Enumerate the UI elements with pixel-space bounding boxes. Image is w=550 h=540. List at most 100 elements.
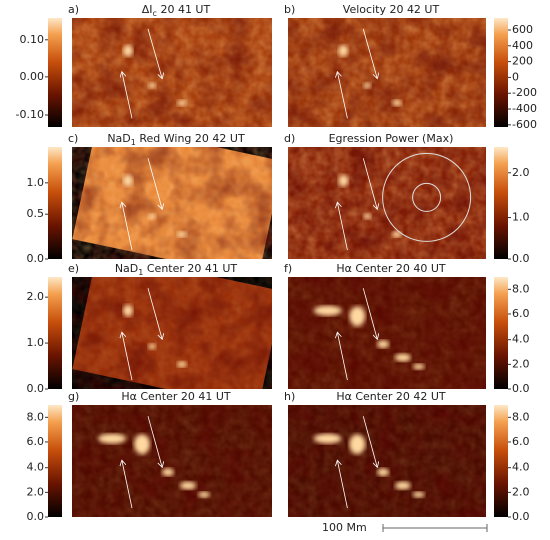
feature [395,354,411,362]
feature [180,482,196,490]
panel-title: NaD1 Center 20 41 UT [115,262,238,277]
colorbar-tick-label: 8.0 [512,282,530,295]
feature [134,434,150,454]
title-part: Hα Center 20 40 UT [336,262,446,275]
colorbar-tick-label: 0 [512,70,519,83]
panel-image [288,277,486,389]
title-part: Velocity 20 42 UT [343,3,440,16]
feature [349,306,365,326]
panel-label: f) [284,262,292,275]
feature [349,434,365,454]
colorbar-tick-label: 1.0 [27,176,45,189]
feature [338,175,348,187]
colorbar-tick-label: 4.0 [512,333,530,346]
panel-title: NaD1 Red Wing 20 42 UT [107,132,245,147]
panel-label: g) [68,390,79,403]
colorbar-tick-label: 0.0 [512,252,530,265]
feature [148,343,156,349]
feature [395,482,411,490]
panel-image [72,252,283,409]
title-part: Hα Center 20 42 UT [336,390,446,403]
panel-label: a) [68,3,79,16]
feature [377,340,389,348]
colorbar-tick-label: 6.0 [27,435,45,448]
feature [177,231,187,237]
feature [314,434,342,444]
colorbar [494,405,508,517]
colorbar-tick-label: -200 [512,86,537,99]
panel-label: h) [284,390,295,403]
colorbar-tick-label: 2.0 [27,290,45,303]
feature [177,100,187,106]
colorbar-tick-label: 0.10 [20,33,45,46]
panel-image [72,405,272,517]
colorbar-tick-label: 600 [512,23,533,36]
dark-texture [72,277,272,389]
colorbar-tick-label: 2.0 [512,485,530,498]
panel: c) NaD1 Red Wing 20 42 UT 1.0 0.5 0.0 [27,122,284,279]
colorbar-tick-label: 0.0 [27,510,45,523]
colorbar-tick-label: 8.0 [27,410,45,423]
colorbar-tick-label: 400 [512,39,533,52]
feature [123,305,133,317]
feature [148,213,156,219]
panel: e)NaD1 Center 20 41 UT2.01.00.0 [27,252,284,409]
colorbar-tick-label: 1.0 [512,211,530,224]
panel-image [72,18,272,127]
panel: a)ΔIc 20 41 UT0.100.00-0.10 [16,3,272,127]
panel-label: c) [68,132,78,145]
feature [314,306,342,316]
title-part: NaD [107,132,130,145]
panel-label: d) [284,132,295,145]
feature [413,492,425,498]
colorbar-tick-label: 4.0 [27,461,45,474]
colorbar-tick-label: 8.0 [512,410,530,423]
panel-image [288,147,486,259]
colorbar-tick-label: -400 [512,102,537,115]
panel-title: ΔIc 20 41 UT [142,3,211,18]
panel-title: Hα Center 20 41 UT [121,390,231,403]
colorbar-tick-label: 0.0 [27,382,45,395]
colorbar-tick-label: 6.0 [512,307,530,320]
dark-texture [288,405,486,517]
panel: b)Velocity 20 42 UT6004002000-200-400-60… [284,3,537,131]
feature [413,364,425,370]
panel: h)Hα Center 20 42 UT8.06.04.02.00.0 [284,390,530,523]
feature [177,361,187,367]
panel: f)Hα Center 20 40 UT8.06.04.02.00.0 [284,262,530,395]
colorbar-tick-label: 6.0 [512,435,530,448]
colorbar-tick-label: 0.0 [27,252,45,265]
panel-title: Egression Power (Max) [329,132,454,145]
panel-title: Hα Center 20 42 UT [336,390,446,403]
colorbar-tick-label: 2.0 [512,166,530,179]
colorbar [494,277,508,389]
colorbar [48,147,62,259]
dark-texture [72,147,272,259]
scale-bar: 100 Mm [322,521,487,534]
colorbar [48,18,62,127]
scale-label: 100 Mm [322,521,367,534]
dark-texture [288,18,486,127]
feature [148,83,156,89]
title-part: Egression Power (Max) [329,132,454,145]
feature [162,468,174,476]
title-part: NaD [115,262,138,275]
feature [392,100,402,106]
feature [123,45,133,57]
feature [363,213,371,219]
panel-title: Hα Center 20 40 UT [336,262,446,275]
dark-texture [288,277,486,389]
panel-title: Velocity 20 42 UT [343,3,440,16]
feature [377,468,389,476]
colorbar-tick-label: 200 [512,55,533,68]
title-part: Center 20 41 UT [143,262,237,275]
colorbar-tick-label: 0.0 [512,510,530,523]
panel-image [72,122,283,279]
feature [363,83,371,89]
colorbar-tick-label: 0.5 [27,207,45,220]
title-part: ΔI [142,3,153,16]
figure: 100 Mm a)ΔIc 20 41 UT0.100.00-0.10b)Velo… [0,0,550,536]
colorbar-tick-label: 1.0 [27,336,45,349]
dark-texture [72,405,272,517]
feature [123,175,133,187]
